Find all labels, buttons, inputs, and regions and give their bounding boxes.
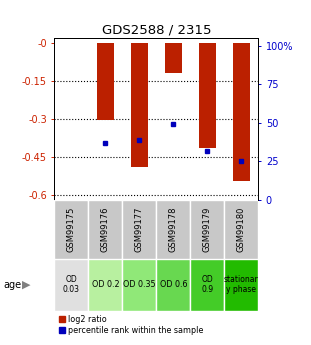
Text: ▶: ▶ xyxy=(22,280,30,289)
Bar xyxy=(54,259,88,310)
Text: age: age xyxy=(3,280,21,289)
Text: OD 0.6: OD 0.6 xyxy=(160,280,187,289)
Bar xyxy=(122,200,156,259)
Text: GSM99178: GSM99178 xyxy=(169,207,178,252)
Text: OD 0.2: OD 0.2 xyxy=(91,280,119,289)
Bar xyxy=(156,259,190,310)
Bar xyxy=(131,43,148,167)
Bar xyxy=(199,43,216,148)
Legend: log2 ratio, percentile rank within the sample: log2 ratio, percentile rank within the s… xyxy=(58,315,203,335)
Text: GSM99176: GSM99176 xyxy=(101,207,110,252)
Bar xyxy=(122,259,156,310)
Text: GSM99179: GSM99179 xyxy=(203,207,212,252)
Bar xyxy=(190,200,224,259)
Bar xyxy=(88,200,122,259)
Bar xyxy=(233,43,250,181)
Bar xyxy=(54,200,88,259)
Bar xyxy=(224,200,258,259)
Text: stationar
y phase: stationar y phase xyxy=(224,275,258,294)
Text: OD
0.03: OD 0.03 xyxy=(63,275,80,294)
Text: GSM99175: GSM99175 xyxy=(67,207,76,252)
Title: GDS2588 / 2315: GDS2588 / 2315 xyxy=(101,24,211,37)
Bar xyxy=(165,43,182,73)
Bar xyxy=(88,259,122,310)
Bar xyxy=(224,259,258,310)
Bar xyxy=(190,259,224,310)
Bar xyxy=(156,200,190,259)
Text: GSM99180: GSM99180 xyxy=(237,207,246,252)
Bar xyxy=(97,43,114,120)
Text: GSM99177: GSM99177 xyxy=(135,207,144,252)
Text: OD
0.9: OD 0.9 xyxy=(201,275,213,294)
Text: OD 0.35: OD 0.35 xyxy=(123,280,156,289)
